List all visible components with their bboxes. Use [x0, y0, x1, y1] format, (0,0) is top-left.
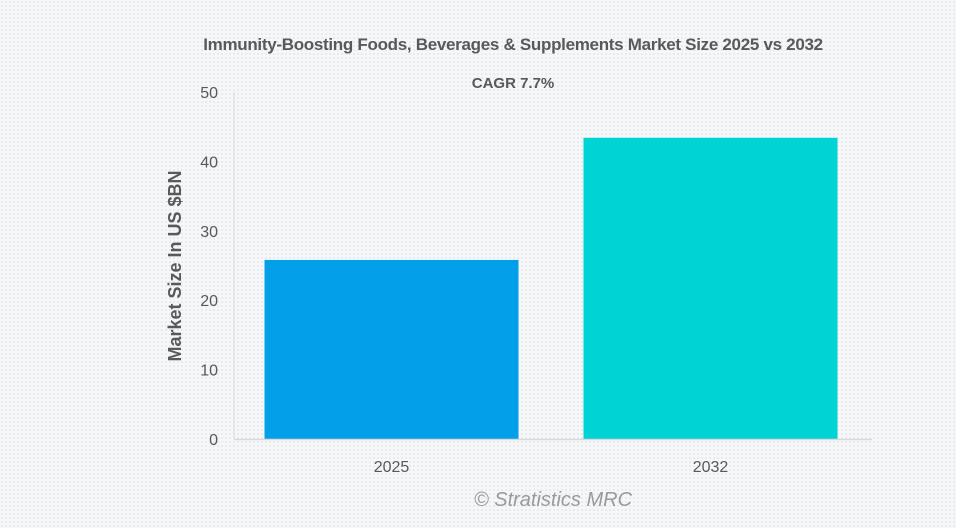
y-axis-ticks: 0 10 20 30 40 50 [200, 85, 218, 449]
bar-2025 [264, 259, 519, 439]
x-axis-ticks: 2025 2032 [374, 459, 729, 476]
chart-subtitle: CAGR 7.7% [472, 75, 555, 92]
credit-watermark: © Stratistics MRC [474, 489, 633, 511]
x-tick-label: 2032 [693, 459, 729, 476]
y-tick-label: 40 [200, 154, 218, 171]
y-tick-label: 10 [200, 363, 218, 380]
y-tick-label: 30 [200, 224, 218, 241]
y-axis-label: Market Size In US $BN [165, 170, 185, 361]
bar-2032 [583, 137, 838, 439]
y-tick-label: 50 [200, 85, 218, 102]
y-tick-label: 20 [200, 293, 218, 310]
x-tick-label: 2025 [374, 459, 410, 476]
y-tick-label: 0 [209, 432, 218, 449]
bars [264, 137, 838, 439]
chart-title: Immunity-Boosting Foods, Beverages & Sup… [203, 35, 823, 54]
